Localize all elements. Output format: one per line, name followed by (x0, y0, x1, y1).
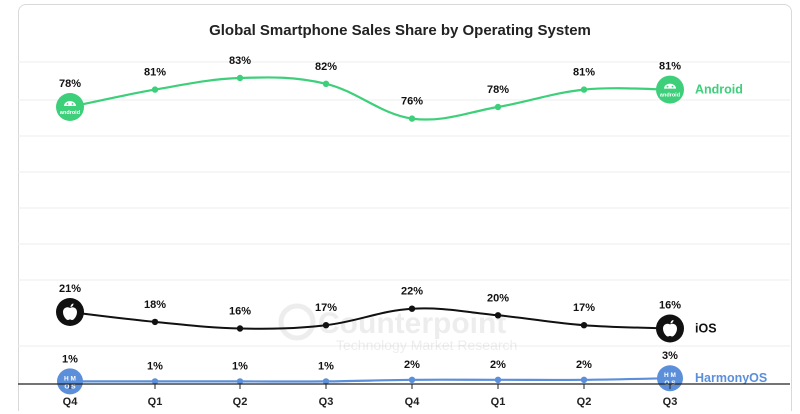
legend-android: Android (695, 83, 743, 97)
data-point (151, 378, 159, 385)
watermark: Counterpoint Technology Market Research (278, 303, 517, 353)
x-tick-label: Q3 (663, 396, 678, 408)
x-tick-label: Q1 (491, 396, 506, 408)
svg-text:H M: H M (664, 372, 676, 379)
data-label: 2% (576, 359, 592, 371)
data-label: 81% (659, 61, 681, 73)
data-label: 78% (487, 84, 509, 96)
data-label: 81% (144, 67, 166, 79)
series-line (69, 76, 671, 121)
android-icon: android (656, 75, 684, 104)
data-label: 81% (573, 67, 595, 79)
data-label: 16% (229, 306, 251, 318)
data-point (322, 378, 330, 385)
data-point (236, 325, 244, 332)
data-label: 20% (487, 292, 509, 304)
data-point (494, 103, 502, 111)
data-point (408, 115, 416, 122)
data-label: 76% (401, 96, 423, 108)
data-point (151, 86, 159, 93)
data-point (494, 376, 502, 383)
apple-icon (56, 298, 84, 326)
data-label: 1% (318, 360, 334, 372)
x-axis: Q4 Q1 Q2 Q3 Q4 Q1 Q2 Q3 (18, 383, 790, 408)
data-label: 82% (315, 61, 337, 73)
series-line (69, 307, 671, 330)
legend-harmonyos: HarmonyOS (695, 371, 767, 385)
data-label: 1% (232, 360, 248, 372)
data-label: 16% (659, 300, 681, 312)
x-tick-label: Q3 (319, 396, 334, 408)
data-label: 2% (404, 359, 420, 371)
data-point (322, 322, 330, 329)
data-label: 1% (147, 360, 163, 372)
data-label: 83% (229, 55, 251, 67)
series-harmonyos: H MO S1%1%1%1%2%2%2%H MO S3%HarmonyOS (57, 350, 767, 395)
harmonyos-icon: H MO S (57, 368, 83, 395)
data-label: 2% (490, 359, 506, 371)
x-tick-label: Q1 (148, 396, 163, 408)
data-point (408, 305, 416, 312)
x-tick-label: Q2 (577, 396, 592, 408)
svg-text:android: android (660, 93, 680, 99)
data-label: 21% (59, 283, 81, 295)
data-point (580, 376, 588, 383)
watermark-brand: Counterpoint (318, 307, 506, 340)
data-label: 1% (62, 353, 78, 365)
data-point (236, 378, 244, 385)
svg-text:H M: H M (64, 375, 76, 382)
data-label: 18% (144, 299, 166, 311)
data-point (580, 86, 588, 93)
data-point (236, 74, 244, 82)
x-tick-label: Q2 (233, 396, 248, 408)
svg-text:android: android (60, 110, 80, 116)
series-layer: android 78% 81% 83% 82% 76% 78% 81% android 81% An… (56, 55, 767, 395)
apple-icon (656, 314, 684, 343)
data-point (322, 80, 330, 88)
data-point (580, 322, 588, 329)
series-ios: 21% 18% 16% 17% 22% 20% 17% 16% iOS (56, 283, 717, 343)
data-point (408, 376, 416, 383)
data-label: 17% (315, 302, 337, 314)
data-label: 78% (59, 78, 81, 90)
grid-lines (18, 61, 790, 347)
x-tick-label: Q4 (63, 396, 79, 408)
x-tick-label: Q4 (405, 396, 421, 408)
series-android: android 78% 81% 83% 82% 76% 78% 81% android 81% An… (56, 55, 743, 122)
data-point (494, 312, 502, 319)
data-label: 3% (662, 350, 678, 362)
data-label: 17% (573, 302, 595, 314)
watermark-logo-icon (278, 303, 316, 341)
data-label: 22% (401, 286, 423, 298)
chart-title: Global Smartphone Sales Share by Operati… (209, 22, 591, 39)
legend-ios: iOS (695, 322, 717, 336)
data-point (151, 318, 159, 326)
android-icon: android (56, 93, 84, 121)
watermark-tagline: Technology Market Research (336, 337, 517, 353)
series-line (70, 377, 671, 383)
